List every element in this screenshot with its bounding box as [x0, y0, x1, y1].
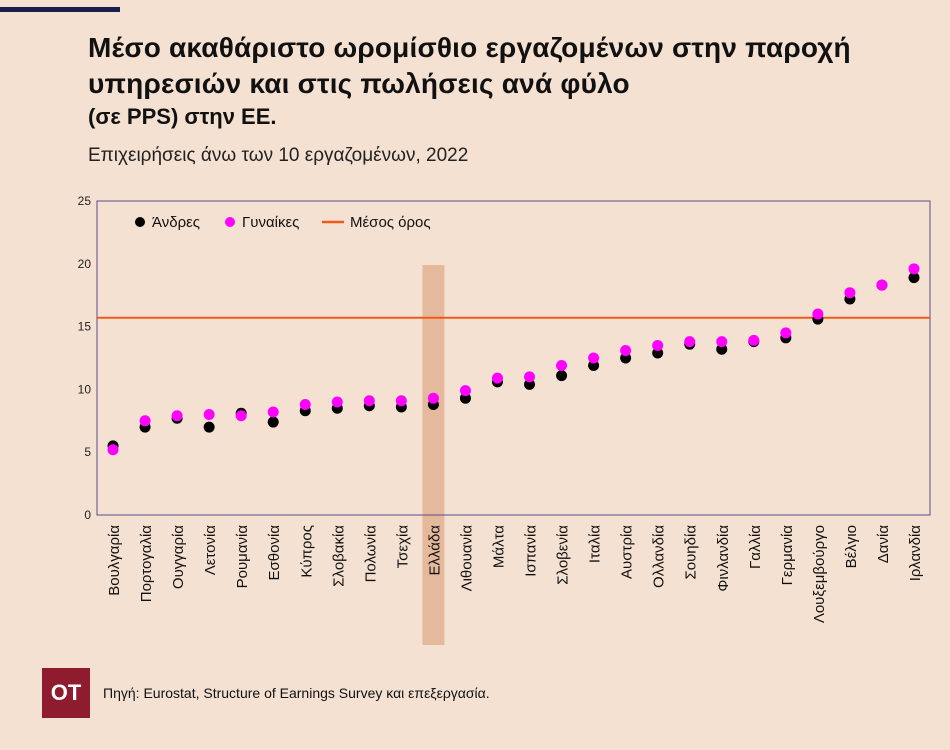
x-tick-label: Γερμανία [779, 525, 796, 586]
point-women [524, 371, 536, 383]
x-tick-label: Λουξεμβούργο [811, 525, 828, 623]
x-tick-label: Κύπρος [298, 525, 315, 578]
legend-marker-men [135, 217, 145, 227]
chart-title: Μέσο ακαθάριστο ωρομίσθιο εργαζομένων στ… [88, 32, 851, 99]
publisher-logo: OT [42, 668, 90, 718]
point-women [267, 406, 279, 418]
point-women [139, 415, 151, 427]
legend-label-average: Μέσος όρος [350, 214, 431, 231]
point-women [556, 360, 568, 372]
x-tick-label: Μάλτα [490, 525, 507, 568]
point-women [780, 327, 792, 339]
x-tick-label: Σλοβακία [330, 525, 347, 587]
x-tick-label: Γαλλία [747, 525, 764, 569]
point-women [620, 344, 632, 356]
point-women [588, 352, 600, 364]
x-tick-label: Φινλανδία [715, 525, 732, 592]
point-women [331, 396, 343, 408]
chart-title-unit: (σε PPS) στην ΕΕ. [88, 104, 277, 129]
x-tick-label: Σλοβενία [555, 525, 572, 585]
point-women [812, 308, 824, 320]
point-women [427, 392, 439, 404]
point-men [203, 421, 215, 433]
point-men [620, 352, 632, 364]
y-tick-label: 5 [84, 445, 91, 459]
point-men [524, 378, 536, 390]
point-men [908, 272, 920, 284]
point-women [235, 410, 247, 422]
point-men [716, 343, 728, 355]
point-women [748, 334, 760, 346]
x-tick-label: Λετονία [202, 525, 219, 576]
point-women [908, 263, 920, 275]
x-tick-label: Αυστρία [619, 525, 636, 579]
x-tick-label: Ιταλία [587, 525, 604, 563]
x-tick-label: Πολωνία [362, 525, 379, 583]
x-tick-label: Λιθουανία [458, 525, 475, 592]
x-tick-label: Ισπανία [523, 525, 540, 577]
point-women [844, 287, 856, 299]
x-tick-label: Βουλγαρία [106, 525, 123, 596]
legend-label-men: Άνδρες [152, 214, 200, 231]
x-tick-label: Σουηδία [683, 525, 700, 580]
point-women [363, 395, 375, 407]
point-women [684, 336, 696, 348]
x-tick-label: Πορτογαλία [138, 525, 155, 603]
x-tick-label: Εσθονία [266, 525, 283, 581]
x-tick-label: Βέλγιο [843, 525, 860, 568]
point-men [652, 347, 664, 359]
source-note: Πηγή: Eurostat, Structure of Earnings Su… [103, 685, 490, 701]
y-tick-label: 25 [78, 194, 92, 208]
point-women [716, 336, 728, 348]
y-tick-label: 0 [84, 508, 91, 522]
plot-frame [96, 200, 931, 516]
point-women [459, 385, 471, 397]
y-tick-label: 10 [78, 382, 92, 396]
legend-marker-women [225, 217, 235, 227]
point-women [876, 279, 888, 291]
highlight-band-greece [422, 265, 445, 645]
point-men [556, 370, 568, 382]
point-women [171, 410, 183, 422]
point-women [395, 395, 407, 407]
x-tick-label: Ελλάδα [426, 525, 443, 576]
point-men [267, 416, 279, 428]
x-tick-label: Δανία [875, 525, 892, 564]
point-men [588, 360, 600, 372]
point-men [459, 392, 471, 404]
y-tick-label: 15 [78, 320, 92, 334]
point-women [652, 339, 664, 351]
legend-label-women: Γυναίκες [242, 214, 299, 231]
x-tick-label: Ρουμανία [234, 525, 251, 589]
point-women [299, 398, 311, 410]
point-women [203, 409, 215, 421]
point-women [491, 372, 503, 384]
top-accent-bar [0, 7, 120, 12]
x-tick-label: Ολλανδία [651, 525, 668, 588]
x-tick-label: Τσεχία [394, 525, 411, 569]
x-tick-label: Ιρλανδία [907, 525, 924, 582]
x-tick-label: Ουγγαρία [170, 525, 187, 589]
point-women [107, 444, 119, 456]
chart-subtitle: Επιχειρήσεις άνω των 10 εργαζομένων, 202… [88, 145, 469, 166]
y-tick-label: 20 [78, 257, 92, 271]
